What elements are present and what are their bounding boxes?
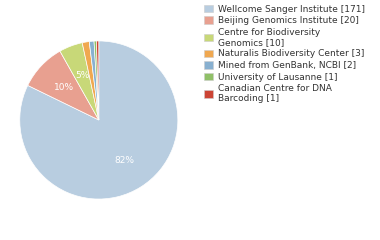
Wedge shape <box>89 41 99 120</box>
Text: 82%: 82% <box>114 156 134 165</box>
Wedge shape <box>82 42 99 120</box>
Wedge shape <box>94 41 99 120</box>
Wedge shape <box>60 43 99 120</box>
Wedge shape <box>20 41 178 199</box>
Text: 10%: 10% <box>54 83 74 92</box>
Wedge shape <box>97 41 99 120</box>
Legend: Wellcome Sanger Institute [171], Beijing Genomics Institute [20], Centre for Bio: Wellcome Sanger Institute [171], Beijing… <box>204 5 364 103</box>
Text: 5%: 5% <box>75 71 89 80</box>
Wedge shape <box>28 51 99 120</box>
